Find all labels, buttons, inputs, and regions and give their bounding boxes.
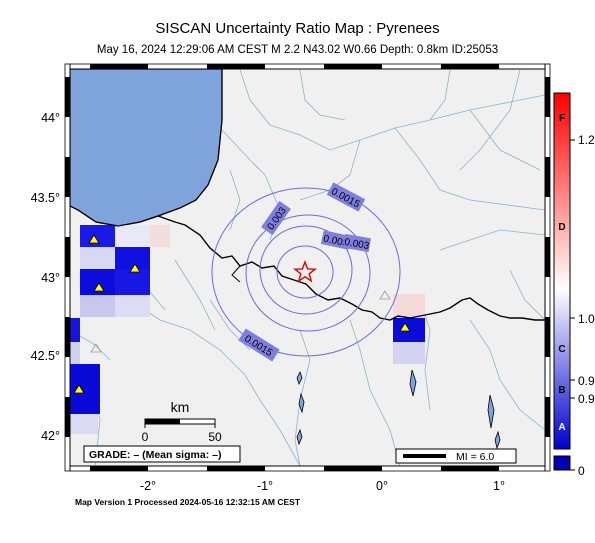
border-spur (231, 265, 241, 283)
lon-tick: 1° (493, 479, 505, 493)
station-triangle (93, 282, 105, 292)
mi-legend: MI = 6.0 (395, 448, 517, 464)
lat-tick: 42.5° (31, 349, 60, 363)
rivers (70, 69, 545, 466)
scale-unit: km (171, 399, 190, 415)
station-triangle (88, 234, 100, 244)
colorbar-value: 1.0 (578, 312, 595, 326)
ratio-cells-west (70, 225, 170, 434)
station-triangle (129, 263, 141, 273)
epicenter-star-icon (293, 260, 317, 283)
grade-letter: D (558, 222, 565, 233)
processed-footer: Map Version 1 Processed 2024-05-16 12:32… (75, 497, 301, 507)
lat-tick: 44° (41, 111, 60, 125)
axis-labels: -2° -1° 0° 1° 44° 43.5° 43° 42.5° 42° (31, 111, 505, 493)
uncertainty-contours (211, 187, 401, 357)
lon-tick: -1° (257, 479, 273, 493)
contour-label-2: 0.003 (322, 233, 349, 249)
ratio-cells-east (393, 294, 425, 364)
map-title: SISCAN Uncertainty Ratio Map : Pyrenees (155, 20, 440, 37)
grade-letter: F (559, 113, 565, 124)
lakes (296, 369, 501, 450)
frame-ticks (64, 63, 551, 472)
contour-label-3: 0.003 (343, 237, 370, 252)
coastline (70, 69, 223, 227)
station-triangle (73, 384, 85, 394)
mi-legend-text: MI = 6.0 (456, 451, 494, 463)
colorbar-value: 1.2 (578, 133, 595, 147)
scale-bar: km 0 50 (142, 399, 222, 444)
grade-text: GRADE: – (Mean sigma: –) (89, 449, 221, 461)
grade-letter: C (558, 344, 565, 355)
stations (73, 234, 411, 394)
scale-left: 0 (142, 430, 149, 444)
colorbar: 1.2 1.0 0.9 0.9 0 F D C B A (553, 92, 595, 478)
colorbar-value: 0.9 (578, 392, 595, 406)
colorbar-base-box (553, 455, 571, 471)
colorbar-gradient (553, 92, 571, 450)
colorbar-value: 0 (578, 464, 585, 478)
grade-box: GRADE: – (Mean sigma: –) (83, 445, 241, 463)
event-info: May 16, 2024 12:29:06 AM CEST M 2.2 N43.… (96, 44, 499, 56)
colorbar-value: 0.9 (578, 374, 595, 388)
lon-tick: 0° (376, 479, 388, 493)
grade-letter: A (558, 422, 565, 433)
lat-tick: 42° (41, 429, 60, 443)
border (157, 215, 545, 321)
inactive-stations (90, 290, 391, 353)
lon-tick: -2° (140, 479, 156, 493)
lat-tick: 43° (41, 271, 60, 285)
station-triangle (399, 322, 411, 332)
grade-letter: B (558, 385, 565, 396)
scale-right: 50 (208, 430, 222, 444)
lat-tick: 43.5° (31, 191, 60, 205)
